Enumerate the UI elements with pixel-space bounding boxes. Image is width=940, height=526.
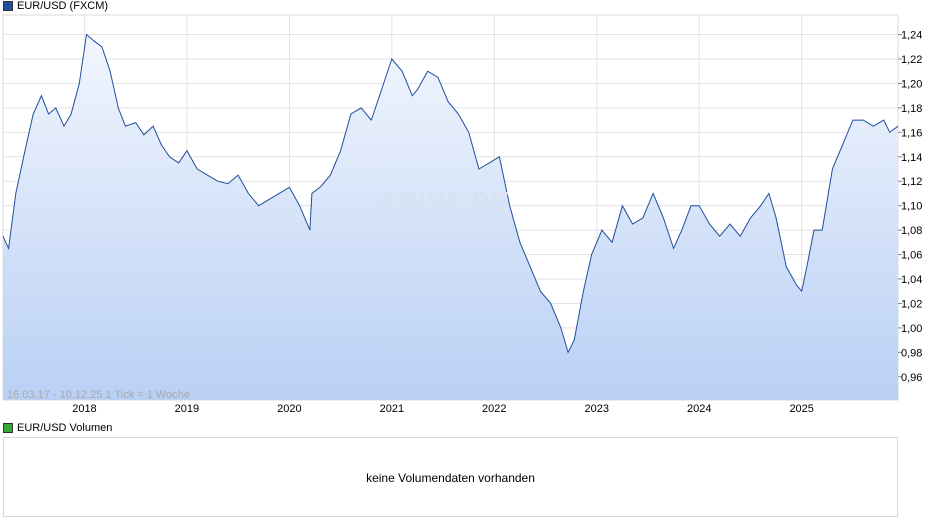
legend-price: EUR/USD (FXCM)	[3, 0, 108, 12]
price-line	[2, 33, 899, 354]
x-tick-label: 2024	[687, 403, 711, 415]
legend-price-label: EUR/USD (FXCM)	[17, 0, 109, 12]
y-tick-label: 1,10	[901, 201, 922, 213]
range-info: 16.03.17 - 10.12.25 1 Tick = 1 Woche	[7, 389, 190, 401]
y-tick-label: 1,02	[901, 298, 922, 310]
y-tick-label: 1,16	[901, 127, 922, 139]
y-tick-label: 1,12	[901, 176, 922, 188]
y-tick-label: 1,22	[901, 54, 922, 66]
y-axis: 0,96 0,98 1,00 1,02 1,04 1,06 1,08 1,10 1,12 1,14…	[898, 30, 922, 384]
price-area	[3, 34, 898, 400]
x-tick-label: 2022	[482, 403, 506, 415]
legend-volume: EUR/USD Volumen	[3, 422, 112, 434]
x-tick-label: 2023	[585, 403, 609, 415]
volume-empty-message: keine Volumendaten vorhanden	[366, 471, 535, 485]
volume-swatch-icon	[3, 423, 13, 433]
price-chart: 0,96 0,98 1,00 1,02 1,04 1,06 1,08 1,10 1,12 1,14…	[2, 14, 922, 415]
legend-volume-label: EUR/USD Volumen	[17, 422, 113, 434]
y-tick-label: 1,14	[901, 152, 922, 164]
y-tick-label: 1,08	[901, 225, 922, 237]
x-tick-label: 2021	[380, 403, 404, 415]
x-tick-label: 2019	[175, 403, 199, 415]
y-tick-label: 0,96	[901, 372, 922, 384]
y-tick-label: 1,20	[901, 78, 922, 90]
x-tick-label: 2018	[72, 403, 96, 415]
x-tick-label: 2025	[789, 403, 813, 415]
price-swatch-icon	[3, 1, 13, 11]
watermark: ARIVA.DE	[378, 186, 509, 216]
y-tick-label: 1,04	[901, 274, 922, 286]
y-tick-label: 1,18	[901, 103, 922, 115]
volume-panel: keine Volumendaten vorhanden	[3, 437, 898, 517]
x-tick-label: 2020	[277, 403, 301, 415]
y-tick-label: 1,00	[901, 323, 922, 335]
y-tick-label: 0,98	[901, 347, 922, 359]
x-axis: 2018 2019 2020 2021 2022 2023 2024 2025	[72, 403, 814, 415]
y-tick-label: 1,24	[901, 30, 922, 42]
y-tick-label: 1,06	[901, 250, 922, 262]
